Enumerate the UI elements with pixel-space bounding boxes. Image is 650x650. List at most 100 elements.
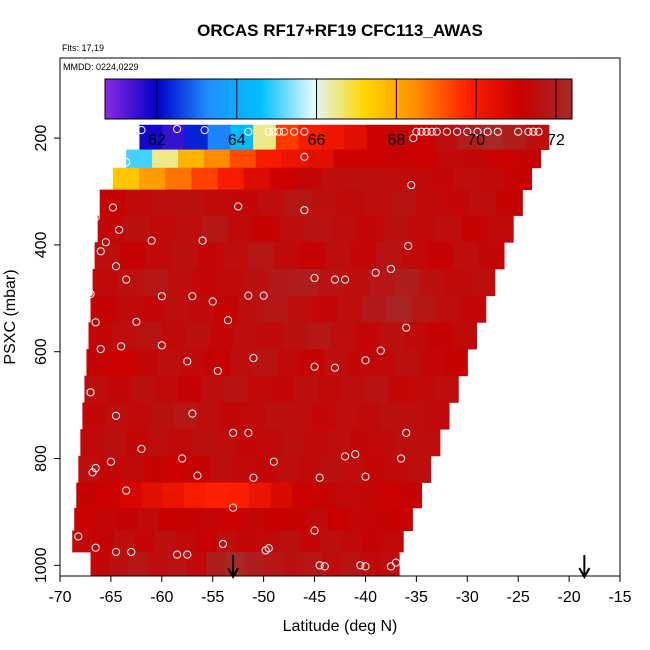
heatmap-cell — [210, 455, 234, 483]
heatmap-cell — [426, 167, 454, 191]
sample-point — [74, 532, 83, 541]
sample-point — [122, 275, 131, 284]
heatmap-cell — [312, 295, 339, 323]
sample-point — [198, 236, 207, 245]
colorbar-tick-label: 68 — [387, 132, 405, 149]
heatmap-cell — [408, 455, 432, 483]
heatmap-cell — [119, 482, 142, 509]
heatmap-cell — [270, 482, 293, 509]
heatmap-cell — [167, 268, 194, 297]
sample-point — [188, 292, 197, 301]
heatmap-cell — [185, 322, 211, 350]
heatmap-cell — [113, 530, 135, 553]
heatmap-cell — [253, 349, 278, 377]
heatmap-cell — [333, 149, 360, 169]
heatmap-cell — [164, 295, 190, 323]
heatmap-cell — [102, 429, 126, 457]
sample-point — [86, 289, 95, 299]
heatmap-cell — [505, 167, 533, 191]
colorbar — [104, 78, 573, 120]
sample-point — [300, 152, 309, 161]
sample-point — [122, 486, 131, 495]
heatmap-cell — [193, 268, 219, 297]
heatmap-cell — [230, 135, 254, 150]
heatmap-cell — [215, 429, 239, 457]
sample-point — [402, 323, 411, 332]
sample-point — [269, 457, 278, 466]
sample-point — [91, 318, 100, 327]
sample-point — [356, 561, 365, 570]
y-tick-label: 600 — [33, 338, 50, 365]
sample-point — [111, 547, 121, 557]
heatmap-cell — [403, 402, 427, 430]
heatmap-cell — [162, 135, 186, 150]
heatmap-cell — [372, 349, 397, 377]
heatmap-cell — [327, 507, 350, 532]
sample-markers — [74, 124, 543, 571]
sample-point — [463, 127, 472, 136]
heatmap-cell — [90, 551, 111, 576]
sample-point — [300, 127, 309, 136]
heatmap-cell — [285, 507, 308, 532]
heatmap-cell — [248, 242, 275, 270]
latitude-arrows — [227, 555, 591, 580]
sample-point — [340, 275, 350, 284]
heatmap-cell — [409, 215, 436, 243]
heatmap-cell — [253, 215, 281, 243]
sample-point — [300, 206, 309, 215]
heatmap-cell — [311, 402, 335, 430]
heatmap-cell — [335, 482, 358, 509]
heatmap-cell — [128, 402, 152, 430]
sample-point — [172, 124, 182, 134]
sample-point — [244, 127, 253, 136]
heatmap-cell — [137, 507, 160, 532]
heatmap-cell — [276, 455, 300, 483]
heatmap-cell — [134, 530, 156, 553]
sample-point — [529, 127, 538, 136]
heatmap-cell — [386, 455, 410, 483]
sample-point — [386, 264, 396, 274]
heatmap-cell — [86, 349, 111, 377]
heatmap-cell — [72, 530, 94, 553]
sample-point — [188, 409, 197, 418]
heatmap-cell — [382, 530, 404, 553]
heatmap-cell — [514, 149, 542, 169]
sample-point — [193, 471, 202, 480]
heatmap-cell — [320, 530, 342, 553]
heatmap-cell — [427, 242, 454, 270]
heatmap-cell — [444, 268, 471, 297]
heatmap-cell — [348, 349, 373, 377]
heatmap-cell — [330, 322, 356, 350]
heatmap-cell — [184, 135, 209, 150]
x-tick-label: -25 — [507, 589, 530, 606]
sample-point — [86, 388, 95, 397]
sample-point — [452, 127, 462, 136]
heatmap-cell — [411, 375, 436, 403]
heatmap-cell — [313, 482, 336, 509]
heatmap-cell — [296, 167, 323, 191]
heatmap-cell — [469, 189, 497, 216]
heatmap-cell — [495, 189, 523, 216]
sample-point — [157, 341, 166, 350]
heatmap-cell — [388, 375, 412, 403]
sample-point — [91, 464, 100, 473]
heatmap-cell — [184, 124, 209, 136]
colorbar-tick-label: 62 — [148, 132, 166, 149]
heatmap-cell — [361, 530, 384, 553]
heatmap-cell — [321, 124, 345, 136]
heatmap-cell — [479, 167, 506, 191]
heatmap-cell — [364, 375, 389, 403]
heatmap-cell — [503, 135, 527, 150]
heatmap-cell — [92, 530, 115, 553]
heatmap-cell — [334, 402, 358, 430]
heatmap-cell — [243, 268, 270, 297]
heatmap-cell — [525, 135, 550, 150]
heatmap-cell — [179, 507, 202, 532]
heatmap-cell — [191, 167, 219, 191]
heatmap-cell — [258, 189, 286, 216]
heatmap-cell — [205, 189, 233, 216]
x-tick-label: -65 — [99, 589, 122, 606]
heatmap-cell — [399, 482, 423, 509]
heatmap-cell — [112, 167, 140, 191]
